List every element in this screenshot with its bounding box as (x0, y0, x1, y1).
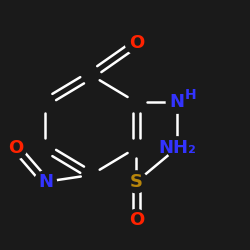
Text: H: H (185, 88, 197, 102)
Circle shape (126, 210, 147, 231)
Circle shape (5, 137, 27, 159)
Text: NH₂: NH₂ (158, 139, 196, 157)
Text: O: O (129, 212, 144, 230)
Circle shape (166, 137, 188, 159)
Circle shape (34, 171, 56, 193)
Circle shape (166, 91, 188, 113)
Circle shape (126, 171, 147, 193)
Circle shape (126, 32, 147, 54)
Text: O: O (129, 34, 144, 52)
Text: S: S (130, 173, 143, 191)
Text: O: O (8, 139, 24, 157)
Text: N: N (38, 173, 53, 191)
Text: N: N (170, 93, 185, 111)
